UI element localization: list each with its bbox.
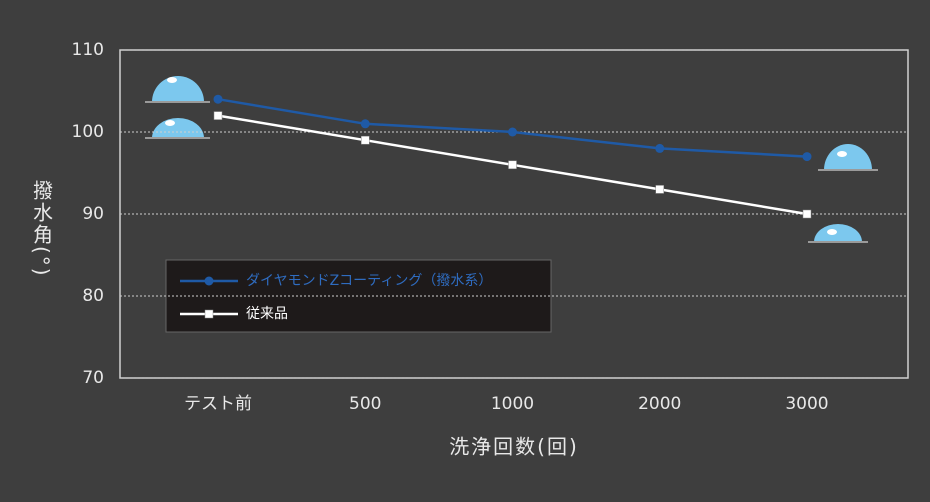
- data-point: [655, 185, 664, 194]
- data-point: [213, 111, 223, 120]
- x-tick-label: 500: [349, 394, 381, 414]
- data-point: [213, 94, 223, 104]
- data-point: [360, 119, 370, 129]
- droplets: [145, 76, 878, 243]
- data-point: [361, 135, 370, 145]
- legend-label: ダイヤモンドZコーティング（撥水系）: [246, 273, 492, 289]
- x-tick-label: 2000: [638, 394, 681, 414]
- legend-marker: [204, 309, 214, 319]
- x-tick-label: 1000: [491, 394, 534, 414]
- y-axis-label: 撥水角(°): [30, 180, 54, 278]
- data-point: [508, 160, 517, 170]
- data-point: [802, 209, 812, 219]
- y-tick-label: 100: [72, 122, 104, 142]
- x-axis-label: 洗浄回数(回): [449, 435, 579, 459]
- y-tick-label: 80: [82, 286, 104, 306]
- x-tick-label: テスト前: [184, 394, 252, 414]
- y-tick-label: 90: [82, 204, 104, 224]
- data-point: [655, 143, 665, 153]
- data-point: [802, 152, 812, 162]
- y-tick-label: 110: [72, 40, 104, 60]
- x-tick-label: 3000: [785, 394, 828, 414]
- y-tick-label: 70: [82, 368, 104, 388]
- legend-label: 従来品: [246, 306, 288, 322]
- legend-marker: [204, 276, 214, 286]
- data-point: [508, 127, 517, 137]
